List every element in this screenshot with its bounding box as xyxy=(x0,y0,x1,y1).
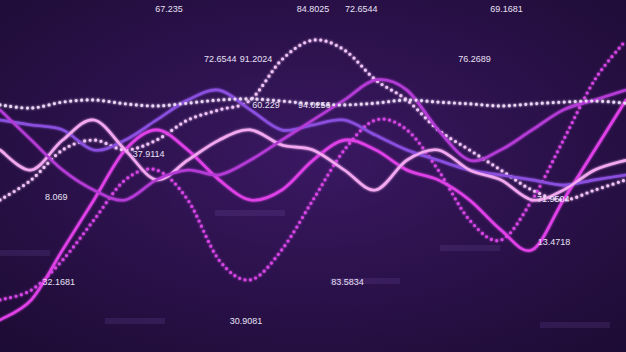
decoration xyxy=(0,210,610,328)
decor-bar xyxy=(215,210,285,216)
plot-area xyxy=(0,40,626,320)
annotation: 32.1681 xyxy=(43,277,76,287)
annotation: 67.235 xyxy=(155,4,183,14)
decor-bar xyxy=(440,245,500,251)
series-line xyxy=(0,100,626,320)
decor-bar xyxy=(540,322,610,328)
series-line xyxy=(0,40,626,300)
decor-bar xyxy=(0,250,50,256)
annotation: 69.1681 xyxy=(490,4,523,14)
annotation: 72.6544 xyxy=(204,54,237,64)
annotation: 13.4718 xyxy=(538,237,571,247)
series-line xyxy=(0,80,626,201)
annotation: 76.2689 xyxy=(458,54,491,64)
annotation: 8.069 xyxy=(45,192,68,202)
annotation: 30.9081 xyxy=(230,316,263,326)
annotation: 83.5834 xyxy=(331,277,364,287)
annotation: 91.2024 xyxy=(240,54,273,64)
annotation: 94.0256 xyxy=(298,100,331,110)
chart: 67.23584.802572.654469.168172.654491.202… xyxy=(0,0,626,352)
decor-bar xyxy=(105,318,165,324)
series-line xyxy=(0,90,626,185)
annotation: 72.6544 xyxy=(345,4,378,14)
series-line xyxy=(0,120,626,200)
annotation: 84.8025 xyxy=(297,4,330,14)
annotation: 37.9114 xyxy=(133,149,165,159)
annotation: 60.229 xyxy=(252,100,280,110)
series-line xyxy=(0,40,626,200)
background xyxy=(0,0,626,352)
annotation: 71.9504 xyxy=(537,194,570,204)
annotations: 67.23584.802572.654469.168172.654491.202… xyxy=(43,4,571,326)
